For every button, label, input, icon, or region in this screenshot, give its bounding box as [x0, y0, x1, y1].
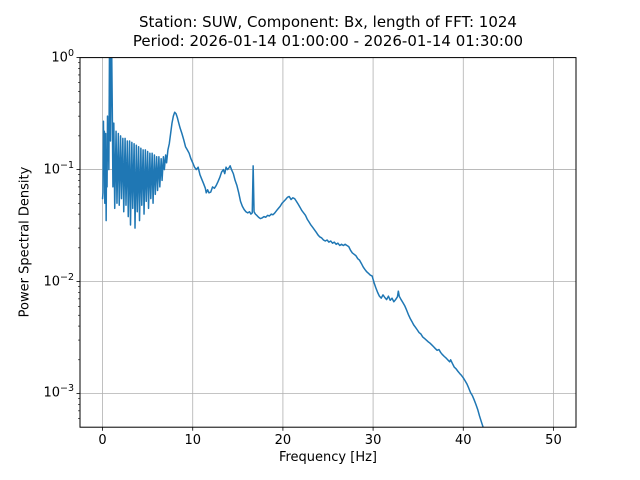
- plot-title: Station: SUW, Component: Bx, length of F…: [139, 13, 517, 31]
- x-tick-label: 50: [545, 433, 562, 448]
- psd-line: [101, 57, 484, 428]
- y-tick-label: 10−3: [43, 383, 74, 401]
- y-axis-label: Power Spectral Density: [17, 166, 33, 318]
- plot-subtitle: Period: 2026-01-14 01:00:00 - 2026-01-14…: [132, 31, 524, 50]
- x-axis-label: Frequency [Hz]: [278, 450, 378, 465]
- x-tick-label: 20: [274, 433, 292, 448]
- x-tick-label: 30: [364, 433, 382, 448]
- y-tick-label: 100: [51, 47, 74, 66]
- plot-title-block: Station: SUW, Component: Bx, length of F…: [80, 13, 576, 50]
- x-tick-label: 0: [98, 433, 107, 448]
- x-tick-label: 10: [184, 433, 201, 448]
- axes-frame: [79, 57, 577, 428]
- x-tick-label: 40: [454, 433, 472, 448]
- y-tick-label: 10−2: [43, 271, 74, 290]
- y-tick-label: 10−1: [43, 159, 74, 178]
